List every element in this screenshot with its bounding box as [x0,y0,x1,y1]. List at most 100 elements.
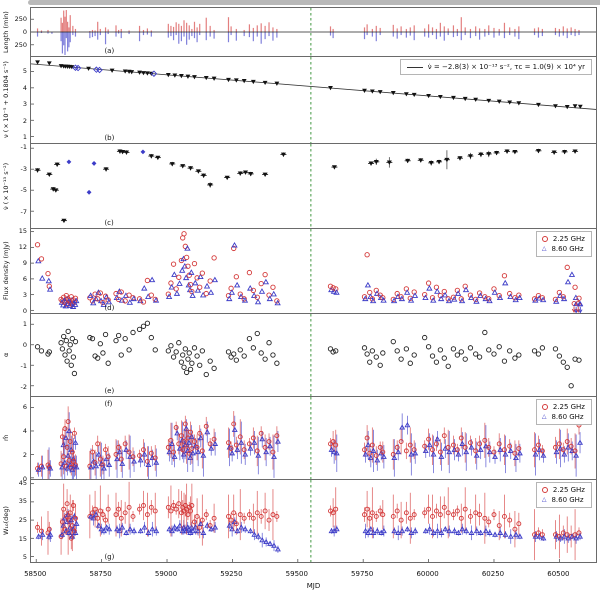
y-tick-label: 5 [22,66,27,75]
y-tick-label: -2 [20,382,27,391]
panel-c-gutter: ν̇ (×10⁻¹³ s⁻²) -1 -3 -5 -7 [0,143,30,229]
y-tick-label: 0 [22,474,27,483]
fit-line-sample [406,66,423,68]
y-tick-label: 0 [22,340,27,349]
panel-c: ν̇ (×10⁻¹³ s⁻²) -1 -3 -5 -7 (c) [0,143,600,229]
y-tick-label: 4 [22,83,27,92]
panel-b-ylabel: ν (×10⁻⁵ + 0.1804 s⁻¹) [2,61,10,139]
panel-a: Length (min) 250 0 250 (a) [0,7,600,57]
x-tick-label: 60000 [416,570,439,578]
panel-g: W₁₀(deg) 5 15 25 35 45 2.25 GHz △ 8.60 GHz (… [0,479,600,563]
y-tick-label: 45 [18,478,27,487]
x-tick-label: 60500 [547,570,570,578]
y-tick-label: -5 [20,186,27,195]
legend-label-8p60ghz: 8.60 GHz [551,245,584,253]
legend-row-2p25ghz: 2.25 GHz [541,485,585,495]
panel-stack: Length (min) 250 0 250 (a) ν (×10⁻⁵ + 0.18… [0,7,600,563]
panel-f-canvas [31,397,596,479]
panel-c-plot: (c) [30,143,597,229]
y-tick-label: -1 [20,361,27,370]
legend-row-2p25ghz: 2.25 GHz [541,402,585,412]
legend-label-2p25ghz: 2.25 GHz [552,403,585,411]
legend-label-8p60ghz: 8.60 GHz [551,496,584,504]
top-gray-bar [28,0,600,5]
panel-d-legend: 2.25 GHz △ 8.60 GHz [535,231,592,257]
y-tick-label: 12 [18,242,27,251]
panel-g-ylabel: W₁₀(deg) [2,506,10,536]
panel-f-plot: 2.25 GHz △ 8.60 GHz (f) [30,396,597,480]
y-tick-label: -7 [20,207,27,216]
y-tick-label: 0 [22,28,27,36]
panel-g-gutter: W₁₀(deg) 5 15 25 35 45 [0,479,30,563]
y-tick-label: -3 [20,164,27,173]
y-tick-label: 3 [22,291,27,300]
red-circle-marker-icon [541,236,548,242]
panel-c-canvas [31,144,596,228]
x-tick-label: 60250 [481,570,505,578]
panel-f-letter: (f) [104,400,113,408]
panel-c-ylabel: ν̇ (×10⁻¹³ s⁻²) [2,162,10,210]
x-tick-label: 59750 [351,570,374,578]
y-tick-label: -1 [20,143,27,152]
y-tick-label: 6 [22,402,27,411]
y-tick-label: 35 [18,497,27,506]
legend-row-8p60ghz: △ 8.60 GHz [542,244,585,254]
y-tick-label: 9 [22,258,27,267]
y-tick-label: 1 [22,133,27,142]
panel-e-canvas [31,314,596,396]
panel-d-gutter: Flux density (mJy) 0 3 6 9 12 15 [0,226,30,316]
y-tick-label: 250 [14,14,27,23]
panel-a-canvas [31,8,596,56]
panel-e-plot: (e) [30,313,597,397]
x-tick-label: 58500 [24,570,47,578]
panel-b-plot: ν̇ = −2.8(3) × 10⁻¹³ s⁻², τc = 1.0(9) × … [30,56,597,144]
x-tick-label: 58750 [89,570,112,578]
panel-g-plot: 2.25 GHz △ 8.60 GHz (g) [30,479,597,563]
panel-b-gutter: ν (×10⁻⁵ + 0.1804 s⁻¹) 5 4 3 2 1 [0,56,30,144]
panel-b: ν (×10⁻⁵ + 0.1804 s⁻¹) 5 4 3 2 1 ν̇ = −2.8(3… [0,56,600,144]
y-tick-label: 5 [22,553,27,562]
y-tick-label: 0 [22,307,27,316]
blue-triangle-marker-icon: △ [541,413,547,420]
panel-g-letter: (g) [104,553,115,561]
panel-d-canvas [31,229,596,313]
x-axis-label: MJD [306,582,321,590]
y-tick-label: 6 [22,275,27,284]
fit-line-label: ν̇ = −2.8(3) × 10⁻¹³ s⁻², τc = 1.0(9) × … [427,63,585,71]
x-tick-label: 59500 [285,570,308,578]
x-axis-ticks: 58500 58750 59000 59250 59500 59750 60000 60250… [0,570,600,581]
panel-a-letter: (a) [104,47,115,55]
y-tick-label: 25 [18,516,27,525]
red-circle-marker-icon [541,404,548,410]
panel-d-ylabel: Flux density (mJy) [2,241,10,301]
blue-triangle-marker-icon: △ [541,245,547,252]
panel-b-legend: ν̇ = −2.8(3) × 10⁻¹³ s⁻², τc = 1.0(9) × … [399,59,592,75]
panel-d-letter: (d) [104,304,115,312]
legend-row-8p60ghz: △ 8.60 GHz [542,412,585,422]
panel-b-letter: (b) [104,134,115,142]
panel-g-legend: 2.25 GHz △ 8.60 GHz [535,482,592,508]
y-tick-label: 15 [18,534,27,543]
y-tick-label: 2 [22,116,27,125]
panel-d: Flux density (mJy) 0 3 6 9 12 15 2.25 GHz △ 8… [0,226,600,316]
panel-e-letter: (e) [104,387,115,395]
y-tick-label: 4 [22,426,27,435]
panel-d-plot: 2.25 GHz △ 8.60 GHz (d) [30,228,597,314]
blue-triangle-marker-icon: △ [541,496,547,503]
panel-e: α 1 0 -1 -2 (e) [0,313,600,397]
y-tick-label: 15 [18,226,27,235]
panel-f-legend: 2.25 GHz △ 8.60 GHz [535,399,592,425]
legend-label-2p25ghz: 2.25 GHz [552,235,585,243]
red-circle-marker-icon [541,487,548,493]
legend-label-2p25ghz: 2.25 GHz [552,486,585,494]
panel-c-letter: (c) [104,219,114,227]
panel-e-ylabel: α [2,352,10,358]
y-tick-label: 1 [22,319,27,328]
y-tick-label: 250 [14,41,27,50]
legend-row-2p25ghz: 2.25 GHz [541,234,585,244]
panel-a-ylabel: Length (min) [2,11,10,53]
panel-f: m̂ 0 2 4 6 2.25 GHz △ 8.60 GHz (f) [0,396,600,483]
panel-f-ylabel: m̂ [2,434,10,442]
legend-row-8p60ghz: △ 8.60 GHz [542,495,585,505]
